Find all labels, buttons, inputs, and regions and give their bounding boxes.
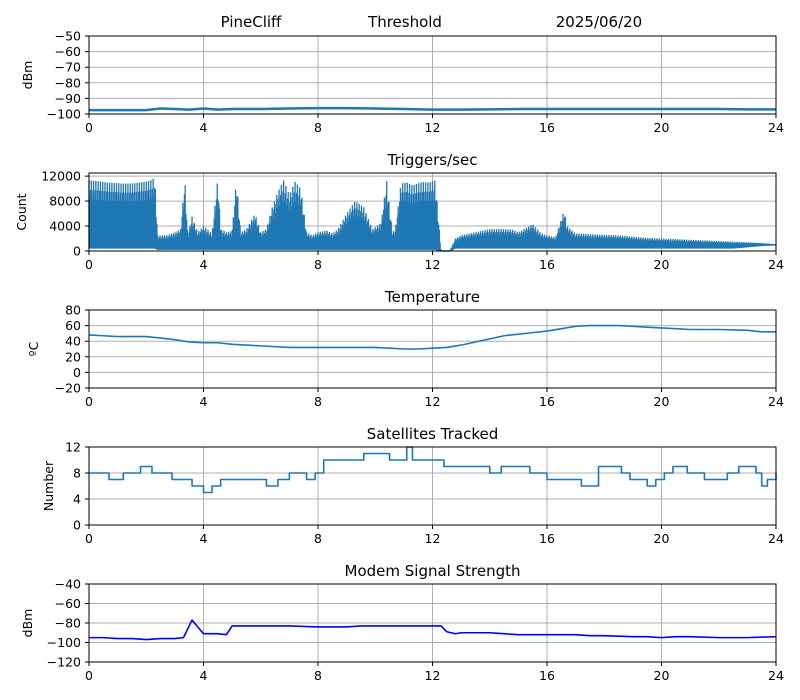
x-tick-label: 0: [85, 531, 93, 546]
x-tick-label: 12: [425, 257, 441, 272]
y-tick-label: −20: [55, 381, 81, 396]
header-station: PineCliff: [221, 13, 282, 31]
y-tick-label: 20: [65, 349, 81, 364]
header-mode: Threshold: [367, 13, 442, 31]
x-tick-label: 8: [314, 120, 322, 135]
header-date: 2025/06/20: [556, 13, 642, 31]
x-tick-label: 24: [768, 531, 784, 546]
x-tick-label: 16: [539, 668, 555, 683]
x-tick-label: 12: [425, 668, 441, 683]
x-tick-label: 24: [768, 394, 784, 409]
x-tick-label: 0: [85, 120, 93, 135]
temperature-title: Temperature: [384, 288, 480, 306]
x-tick-label: 12: [425, 394, 441, 409]
noise-ylabel: dBm: [20, 61, 35, 90]
x-tick-label: 20: [654, 668, 670, 683]
x-tick-label: 8: [314, 394, 322, 409]
modem-ylabel: dBm: [20, 609, 35, 638]
y-tick-label: −50: [55, 29, 81, 44]
y-tick-label: 0: [73, 244, 81, 259]
y-tick-label: 8: [73, 466, 81, 481]
x-tick-label: 16: [539, 120, 555, 135]
y-tick-label: 40: [65, 334, 81, 349]
modem-panel: 0 4 8 12 16 20 24 −120 −100 −80 −60 −40 dBm Modem Sig…: [20, 562, 784, 683]
x-tick-label: 16: [539, 531, 555, 546]
noise-panel: 0 4 8 12 16 20 24 −100−90−80−70−60−50 dBm: [20, 29, 784, 136]
satellites-series-0: [89, 446, 777, 494]
triggers-panel: 0 4 8 12 16 20 24 0 4000 8000 12000 Count Triggers/s…: [14, 151, 784, 272]
y-tick-label: −70: [55, 60, 81, 75]
x-tick-label: 20: [654, 394, 670, 409]
x-tick-label: 4: [200, 531, 208, 546]
noise-series-0: [89, 106, 776, 112]
x-tick-label: 0: [85, 257, 93, 272]
modem-series-0: [89, 619, 777, 641]
triggers-ylabel: Count: [14, 193, 29, 230]
x-tick-label: 24: [768, 668, 784, 683]
y-tick-label: 0: [73, 365, 81, 380]
x-tick-label: 16: [539, 394, 555, 409]
x-tick-label: 8: [314, 257, 322, 272]
y-tick-label: 12000: [41, 169, 81, 184]
x-tick-label: 4: [200, 668, 208, 683]
triggers-series-baseline: [89, 244, 777, 252]
modem-title: Modem Signal Strength: [345, 562, 521, 580]
x-tick-label: 24: [768, 120, 784, 135]
x-tick-label: 16: [539, 257, 555, 272]
y-tick-label: −100: [47, 107, 81, 122]
y-tick-label: 12: [65, 440, 81, 455]
triggers-series-0: [88, 178, 777, 251]
y-tick-label: −60: [55, 596, 81, 611]
x-tick-label: 20: [654, 531, 670, 546]
triggers-title: Triggers/sec: [387, 151, 478, 169]
satellites-panel: 0 4 8 12 16 20 24 0 4 8 12 Number Satellites Tracked: [41, 425, 784, 546]
x-tick-label: 12: [425, 120, 441, 135]
y-tick-label: 4000: [49, 219, 81, 234]
y-tick-label: −120: [47, 655, 81, 670]
x-tick-label: 8: [314, 531, 322, 546]
x-tick-label: 20: [654, 257, 670, 272]
y-tick-label: −60: [55, 44, 81, 59]
satellites-title: Satellites Tracked: [367, 425, 498, 443]
y-tick-label: 80: [65, 303, 81, 318]
satellites-ylabel: Number: [41, 460, 56, 511]
y-tick-label: 4: [73, 492, 81, 507]
y-tick-label: −90: [55, 91, 81, 106]
temperature-ylabel: ºC: [26, 341, 41, 356]
x-tick-label: 12: [425, 531, 441, 546]
y-tick-label: 8000: [49, 194, 81, 209]
y-tick-label: −80: [55, 616, 81, 631]
x-tick-label: 8: [314, 668, 322, 683]
x-tick-label: 24: [768, 257, 784, 272]
temperature-series-0: [88, 324, 776, 350]
x-tick-label: 4: [200, 257, 208, 272]
y-tick-label: −80: [55, 75, 81, 90]
x-tick-label: 4: [200, 120, 208, 135]
y-tick-label: −100: [47, 635, 81, 650]
y-tick-label: 0: [73, 518, 81, 533]
x-tick-label: 0: [85, 394, 93, 409]
y-tick-label: 60: [65, 318, 81, 333]
x-tick-label: 20: [654, 120, 670, 135]
y-tick-label: −40: [55, 577, 81, 592]
x-tick-label: 0: [85, 668, 93, 683]
x-tick-label: 4: [200, 394, 208, 409]
